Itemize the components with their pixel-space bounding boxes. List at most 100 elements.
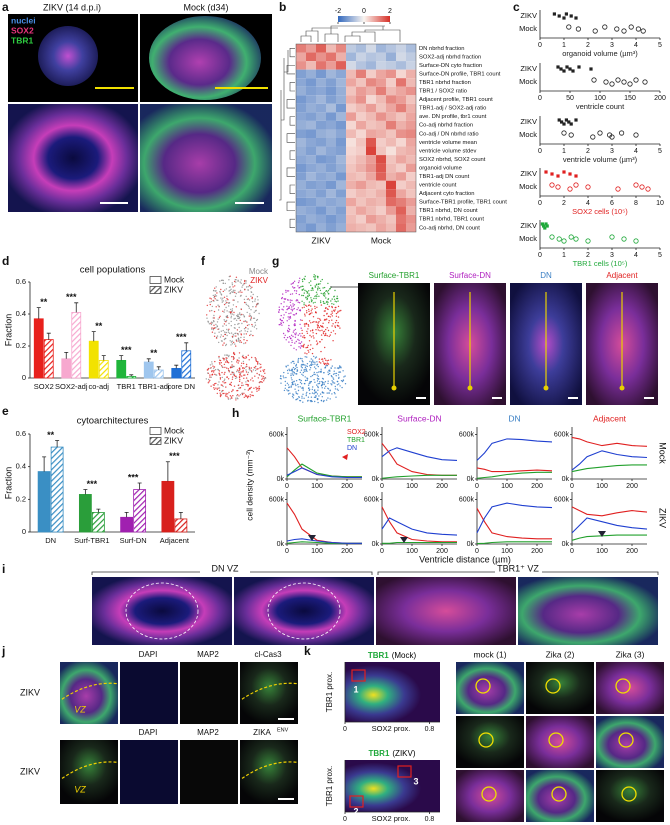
selection-box (351, 669, 366, 682)
heatmap-cell (336, 95, 346, 104)
x-axis-label: Ventricle distance (µm) (419, 554, 511, 564)
cell-dot (283, 389, 286, 392)
cell-dot (225, 302, 227, 305)
row-label: ZIKV (520, 169, 537, 178)
cell-dot (316, 306, 318, 308)
cell-dot (289, 317, 292, 319)
x-tick-label: co-adj (89, 382, 110, 391)
heatmap-cell (396, 61, 406, 70)
cell-dot (291, 381, 294, 383)
cell-dot (293, 287, 295, 289)
cell-dot (292, 331, 295, 333)
cell-dot (254, 369, 257, 372)
cell-dot (215, 387, 217, 389)
heatmap-cell (396, 129, 406, 138)
heatmap-cell (346, 95, 356, 104)
panel-label: f (201, 254, 206, 268)
cell-dot (323, 362, 325, 364)
row-label: TBR1-adj DN count (419, 174, 470, 180)
cell-dot (320, 304, 323, 306)
cell-dot (212, 365, 214, 367)
cell-dot (307, 349, 309, 352)
colorbar (338, 16, 390, 22)
cell-dot (314, 381, 316, 383)
heatmap-cell (386, 223, 396, 232)
heatmap-cell (326, 155, 336, 164)
cell-dot (305, 379, 307, 382)
cell-dot (222, 290, 224, 293)
cell-dot (295, 373, 298, 375)
cell-dot (221, 299, 223, 301)
x-tick-label: TBR1 (117, 382, 136, 391)
heatmap-cell (346, 146, 356, 156)
heatmap-cell (316, 44, 326, 53)
x-tick-label: 5 (658, 148, 662, 155)
bar (143, 361, 154, 379)
cell-dot (303, 323, 306, 325)
cell-dot (218, 317, 221, 319)
cell-dot (321, 383, 324, 385)
cell-dot (241, 322, 243, 325)
heatmap-cell (296, 44, 306, 53)
point (556, 174, 560, 178)
cell-dot (327, 387, 329, 389)
cell-dot (288, 324, 290, 327)
cell-dot (323, 310, 326, 312)
cell-dot (335, 375, 337, 377)
channel-label: DAPI (139, 650, 158, 659)
cell-dot (236, 395, 238, 397)
cell-dot (308, 310, 310, 312)
cell-dot (229, 383, 231, 385)
cell-dot (251, 296, 253, 299)
cell-dot (331, 306, 333, 309)
cell-dot (248, 307, 250, 309)
channel-label: SOX2 (11, 25, 34, 35)
cell-dot (291, 395, 294, 398)
heatmap-cell (336, 155, 346, 164)
cell-dot (238, 377, 241, 379)
cell-dot (242, 362, 245, 365)
cell-dot (293, 307, 295, 310)
cell-dot (238, 380, 241, 383)
cell-dot (264, 372, 266, 374)
cell-dot (308, 387, 310, 389)
cell-dot (316, 342, 319, 344)
cell-dot (220, 297, 222, 299)
cell-dot (237, 389, 239, 392)
heatmap-cell (316, 223, 326, 232)
cell-dot (255, 304, 258, 306)
cell-dot (332, 378, 335, 380)
cell-dot (326, 308, 329, 310)
cell-dot (321, 278, 323, 281)
cell-dot (344, 375, 346, 377)
cell-dot (216, 392, 218, 395)
cell-dot (206, 369, 209, 371)
heatmap-cell (406, 163, 416, 173)
cell-dot (288, 328, 291, 331)
x-tick-label: 100 (596, 483, 608, 490)
heatmap-cell (326, 163, 336, 173)
cell-dot (250, 370, 253, 372)
cell-dot (290, 385, 292, 387)
cell-dot (211, 328, 213, 330)
cell-dot (223, 342, 225, 344)
x-axis-label: SOX2 cells (10⁵) (572, 207, 628, 216)
cell-dot (241, 362, 243, 364)
cell-dot (294, 320, 296, 322)
cell-dot (215, 327, 217, 329)
cell-dot (236, 329, 239, 331)
cell-dot (332, 373, 335, 375)
cell-dot (247, 328, 249, 330)
cell-dot (234, 291, 236, 294)
cell-dot (285, 339, 287, 341)
heatmap-cell (326, 120, 336, 130)
cell-dot (288, 341, 290, 343)
cell-dot (301, 358, 303, 360)
cell-dot (317, 383, 319, 385)
row-label: SOX2-adj nbrhd fraction (419, 54, 481, 60)
density-line (286, 538, 362, 544)
significance: *** (169, 451, 180, 461)
dendrogram (300, 25, 401, 42)
cell-dot (292, 366, 295, 369)
cell-dot (297, 338, 299, 341)
